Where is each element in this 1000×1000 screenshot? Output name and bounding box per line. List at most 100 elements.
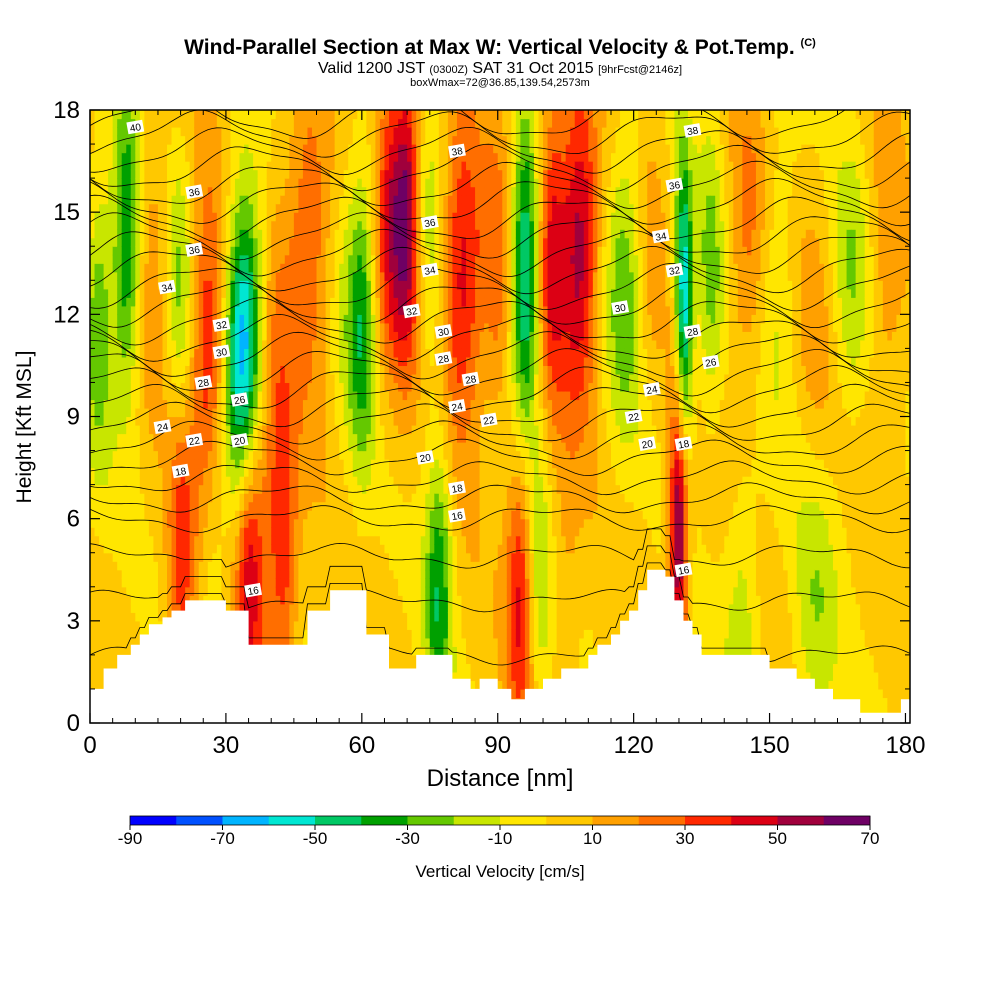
velocity-cell [189,161,195,171]
velocity-cell [257,152,263,162]
velocity-cell [271,297,277,307]
velocity-cell [311,322,318,332]
velocity-cell [167,510,173,520]
velocity-cell [189,314,195,324]
velocity-cell [239,578,245,588]
velocity-cell [298,382,304,392]
velocity-cell [225,195,232,205]
velocity-cell [316,382,322,392]
velocity-cell [389,459,395,469]
velocity-cell [321,510,327,520]
velocity-cell [185,161,191,171]
velocity-cell [343,339,349,349]
velocity-cell [384,416,390,426]
velocity-cell [234,365,241,375]
velocity-cell [194,390,200,401]
velocity-cell [198,561,204,571]
velocity-cell [280,390,286,401]
velocity-cell [90,416,96,426]
velocity-cell [402,586,408,596]
velocity-cell [379,544,386,554]
velocity-cell [99,552,105,562]
velocity-cell [167,612,173,622]
velocity-cell [284,493,290,503]
velocity-cell [130,365,136,375]
velocity-cell [398,186,404,196]
velocity-cell [176,459,182,469]
velocity-cell [153,433,159,443]
velocity-cell [171,552,177,562]
velocity-cell [361,144,367,154]
velocity-cell [257,220,263,230]
velocity-cell [253,527,259,537]
velocity-cell [339,484,345,494]
velocity-cell [176,246,182,256]
velocity-cell [253,629,259,639]
velocity-cell [330,390,336,401]
velocity-cell [284,280,290,290]
velocity-cell [108,195,114,205]
velocity-cell [171,305,177,315]
velocity-cell [293,382,299,392]
velocity-cell [266,254,272,264]
velocity-cell [352,127,358,137]
velocity-cell [139,178,145,188]
velocity-cell [126,203,132,213]
velocity-cell [366,144,372,154]
velocity-cell [330,518,336,528]
velocity-cell [139,493,145,503]
velocity-cell [384,152,390,162]
velocity-cell [375,152,381,162]
velocity-cell [393,195,399,205]
velocity-cell [262,212,268,222]
velocity-cell [99,484,105,494]
velocity-cell [361,433,367,443]
velocity-cell [130,467,136,477]
velocity-cell [298,603,304,613]
velocity-cell [289,501,295,511]
velocity-cell [321,254,327,264]
velocity-cell [393,578,399,588]
velocity-cell [139,467,145,477]
velocity-cell [135,433,141,443]
velocity-cell [366,365,372,375]
velocity-cell [289,169,295,179]
velocity-cell [361,280,367,290]
velocity-cell [117,271,123,281]
velocity-cell [221,246,227,256]
velocity-cell [280,356,286,367]
velocity-cell [112,493,118,503]
velocity-cell [203,144,209,154]
velocity-cell [121,450,127,460]
velocity-cell [275,186,281,196]
velocity-cell [130,220,136,230]
velocity-cell [298,186,304,196]
velocity-cell [348,535,354,545]
velocity-cell [330,263,336,273]
velocity-cell [366,373,372,384]
velocity-cell [216,127,222,137]
velocity-cell [316,229,322,239]
velocity-cell [185,118,191,128]
velocity-cell [302,535,309,545]
velocity-cell [389,356,395,367]
velocity-cell [157,297,164,307]
velocity-cell [203,314,209,324]
velocity-cell [257,527,263,537]
velocity-cell [162,407,168,418]
velocity-cell [370,459,377,469]
velocity-cell [293,586,299,596]
velocity-cell [176,178,182,188]
velocity-cell [298,493,304,503]
velocity-cell [348,399,354,409]
velocity-cell [352,322,358,332]
velocity-cell [108,501,114,511]
velocity-cell [171,527,177,537]
velocity-cell [139,237,145,247]
velocity-cell [339,365,345,375]
velocity-cell [248,254,254,264]
velocity-cell [121,535,127,545]
velocity-cell [370,365,377,375]
velocity-cell [334,382,340,392]
velocity-cell [198,348,204,358]
